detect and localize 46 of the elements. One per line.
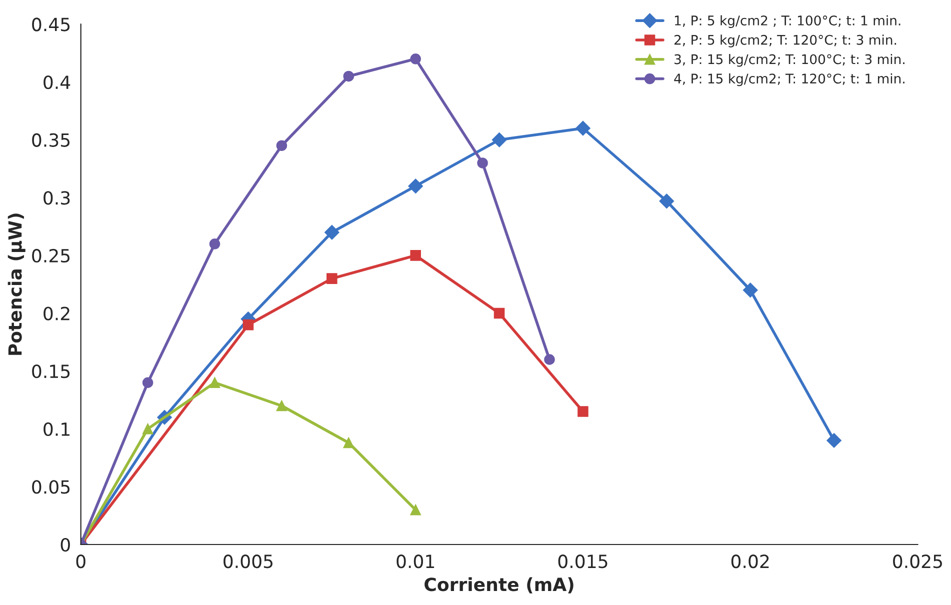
point xyxy=(276,140,288,151)
x-tick-label: 0.025 xyxy=(893,554,942,568)
y-tick-label: 0.4 xyxy=(44,75,70,90)
y-tick-label: 0 xyxy=(60,538,70,552)
point xyxy=(242,319,254,330)
point xyxy=(742,282,758,298)
point xyxy=(209,377,220,388)
legend-label: 2, P: 5 kg/cm2; T: 120°C; t: 3 min. xyxy=(674,34,896,48)
point xyxy=(410,504,421,516)
y-tick-label: 0.1 xyxy=(44,422,70,436)
point xyxy=(477,158,488,168)
x-axis-title: Corriente (mA) xyxy=(424,577,574,594)
point xyxy=(659,194,674,208)
point xyxy=(578,406,588,417)
legend-label: 3, P: 15 kg/cm2; T: 100°C; t: 3 min. xyxy=(674,54,904,67)
y-tick-label: 0.45 xyxy=(32,18,70,32)
legend-label: 1, P: 5 kg/cm2 ; T: 100°C; t: 1 min. xyxy=(674,15,900,28)
point xyxy=(343,437,354,448)
point xyxy=(142,377,154,388)
point xyxy=(142,423,154,434)
point xyxy=(326,273,338,284)
x-tick-label: 0.015 xyxy=(558,554,608,568)
point xyxy=(324,224,340,240)
point xyxy=(492,132,507,148)
x-tick-label: 0.005 xyxy=(224,554,272,568)
point xyxy=(408,178,423,194)
point xyxy=(544,354,555,365)
point xyxy=(209,238,220,250)
y-axis-title: Potencia (µW) xyxy=(8,214,26,355)
legend-label: 4, P: 15 kg/cm2; T: 120°C; t: 1 min. xyxy=(674,73,904,86)
point xyxy=(826,433,842,448)
point xyxy=(576,120,590,136)
point xyxy=(343,70,354,82)
y-tick-label: 0.05 xyxy=(32,480,70,494)
point xyxy=(410,250,421,261)
x-tick-label: 0.02 xyxy=(731,554,769,568)
y-tick-label: 0.2 xyxy=(44,306,70,320)
x-tick-label: 0.01 xyxy=(396,554,434,568)
y-tick-label: 0.15 xyxy=(32,364,70,378)
y-tick-label: 0.3 xyxy=(44,191,70,205)
point xyxy=(410,54,421,64)
x-tick-label: 0 xyxy=(76,554,86,568)
point xyxy=(494,308,505,319)
y-tick-label: 0.35 xyxy=(32,133,70,147)
point xyxy=(276,400,288,412)
y-tick-label: 0.25 xyxy=(32,248,70,263)
